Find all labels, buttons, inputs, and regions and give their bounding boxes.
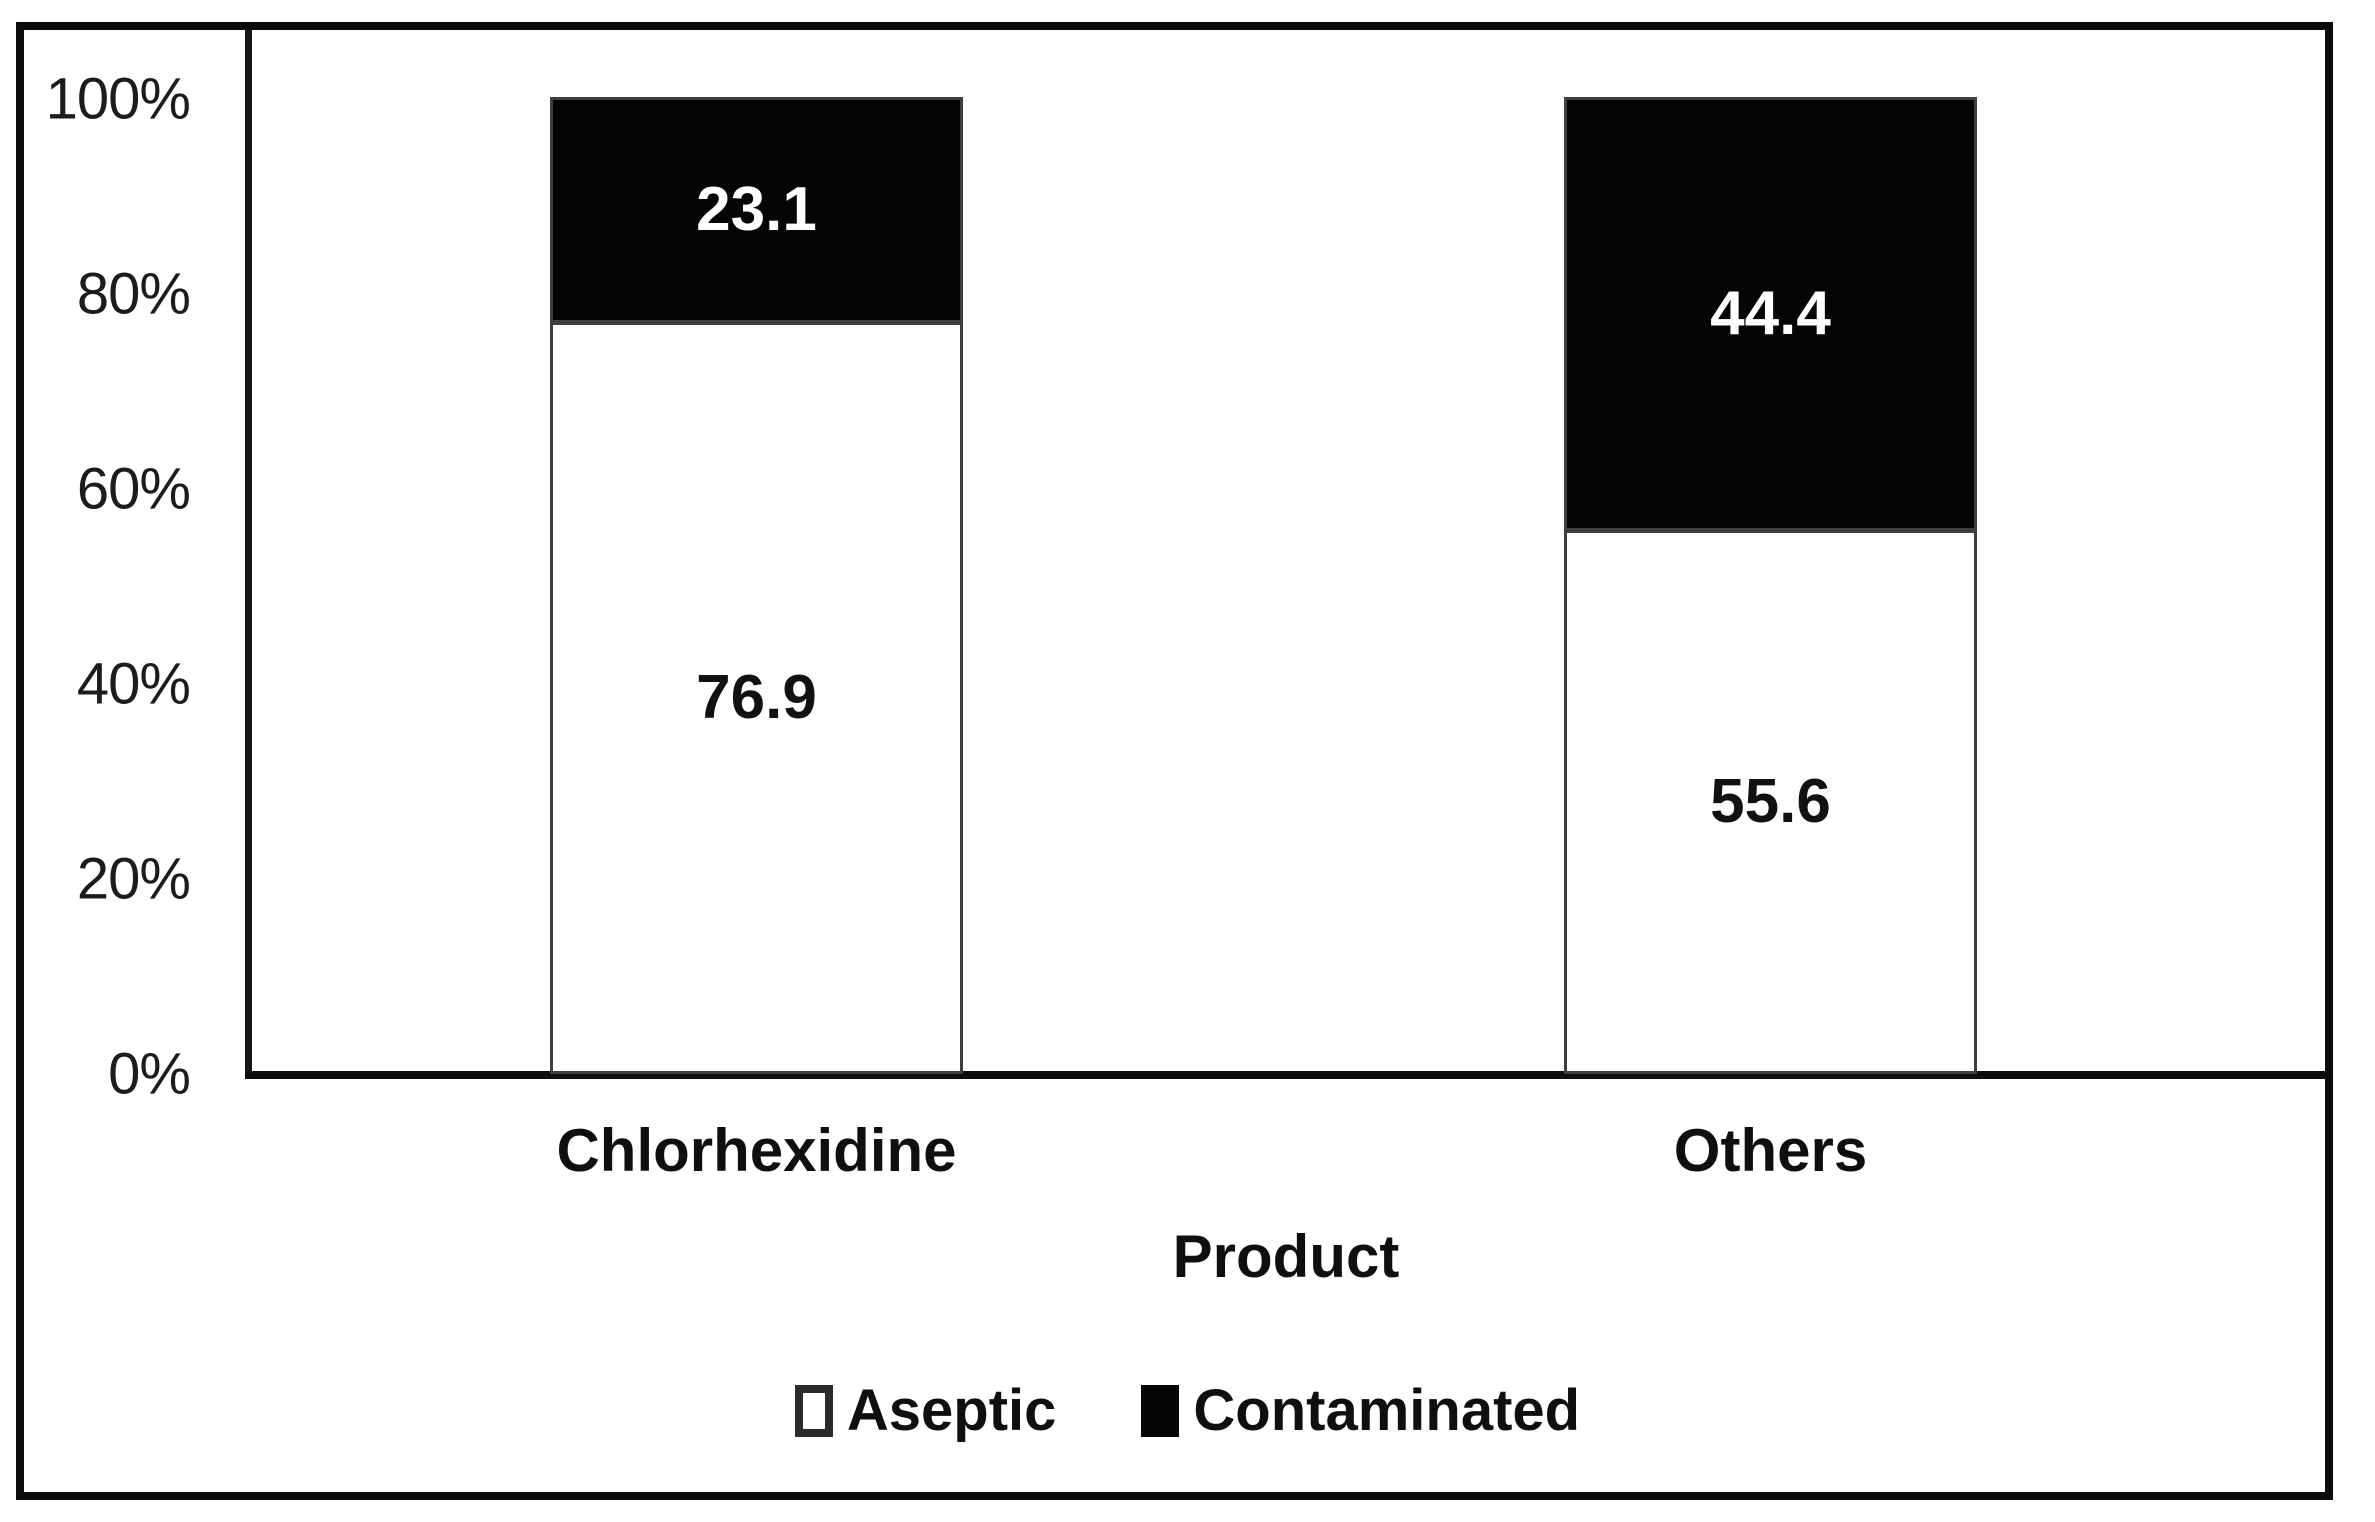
data-label-aseptic-chlorhexidine: 76.9 (696, 662, 817, 732)
legend-item-contaminated: Contaminated (1141, 1382, 1580, 1440)
legend-label-contaminated: Contaminated (1193, 1378, 1581, 1443)
x-axis-line (245, 1071, 2327, 1079)
legend: Aseptic Contaminated (0, 1372, 2375, 1450)
stacked-bar-chlorhexidine: 23.1 76.9 (550, 97, 963, 1074)
category-label-chlorhexidine: Chlorhexidine (556, 1117, 957, 1184)
x-axis-title: Product (1172, 1223, 1400, 1290)
aseptic-swatch-icon (794, 1385, 833, 1437)
legend-label-aseptic: Aseptic (846, 1378, 1057, 1443)
y-axis-line (245, 30, 252, 1077)
y-tick-20: 20% (76, 846, 191, 912)
category-label-others: Others (1673, 1117, 1868, 1184)
y-tick-40: 40% (76, 651, 191, 717)
data-label-contaminated-others: 44.4 (1710, 278, 1831, 348)
y-tick-0: 0% (108, 1041, 191, 1107)
segment-contaminated-chlorhexidine: 23.1 (550, 97, 963, 323)
y-tick-100: 100% (45, 66, 191, 132)
y-tick-60: 60% (76, 456, 191, 522)
segment-aseptic-chlorhexidine: 76.9 (550, 322, 963, 1074)
legend-item-aseptic: Aseptic (794, 1378, 1057, 1443)
stacked-bar-others: 44.4 55.6 (1564, 97, 1977, 1074)
data-label-aseptic-others: 55.6 (1710, 766, 1831, 836)
data-label-contaminated-chlorhexidine: 23.1 (696, 174, 817, 244)
segment-aseptic-others: 55.6 (1564, 530, 1977, 1074)
contaminated-swatch-icon (1141, 1385, 1180, 1437)
y-tick-80: 80% (76, 261, 191, 327)
segment-contaminated-others: 44.4 (1564, 97, 1977, 531)
